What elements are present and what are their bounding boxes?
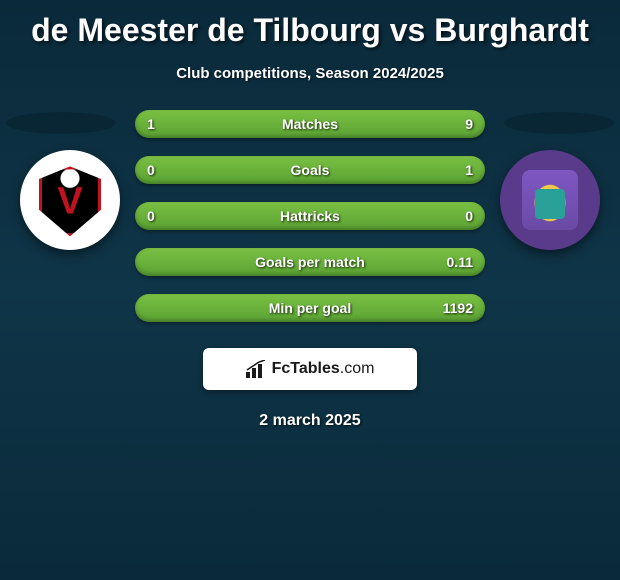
- stat-left-value: 0: [147, 208, 155, 224]
- stat-right-value: 0: [465, 208, 473, 224]
- stat-label: Min per goal: [269, 300, 351, 316]
- comparison-arena: 1 Matches 9 0 Goals 1 0 Hattricks 0 Goal…: [0, 110, 620, 322]
- stat-bar-min-per-goal: Min per goal 1192: [135, 294, 485, 322]
- stat-label: Goals: [291, 162, 330, 178]
- comparison-title: de Meester de Tilbourg vs Burghardt: [0, 0, 620, 49]
- stat-bar-goals-per-match: Goals per match 0.11: [135, 248, 485, 276]
- player-shadow-right: [504, 112, 614, 134]
- stat-bars: 1 Matches 9 0 Goals 1 0 Hattricks 0 Goal…: [135, 110, 485, 322]
- club-badge-left: [20, 150, 120, 250]
- stat-right-value: 1192: [443, 300, 473, 316]
- stat-label: Matches: [282, 116, 338, 132]
- stat-label: Goals per match: [255, 254, 365, 270]
- chart-icon: [246, 360, 266, 378]
- stat-left-value: 0: [147, 162, 155, 178]
- stat-left-value: 1: [147, 116, 155, 132]
- club-badge-right: [500, 150, 600, 250]
- comparison-subtitle: Club competitions, Season 2024/2025: [0, 65, 620, 82]
- brand-suffix: .com: [340, 360, 375, 377]
- stat-right-value: 1: [465, 162, 473, 178]
- stat-right-value: 9: [465, 116, 473, 132]
- brand-text: FcTables.com: [272, 360, 375, 378]
- brand-name: FcTables: [272, 360, 340, 377]
- stat-bar-hattricks: 0 Hattricks 0: [135, 202, 485, 230]
- player-shadow-left: [6, 112, 116, 134]
- stat-bar-matches: 1 Matches 9: [135, 110, 485, 138]
- stat-right-value: 0.11: [447, 254, 473, 270]
- stat-label: Hattricks: [280, 208, 340, 224]
- comparison-date: 2 march 2025: [0, 412, 620, 430]
- stat-bar-goals: 0 Goals 1: [135, 156, 485, 184]
- brand-box: FcTables.com: [203, 348, 417, 390]
